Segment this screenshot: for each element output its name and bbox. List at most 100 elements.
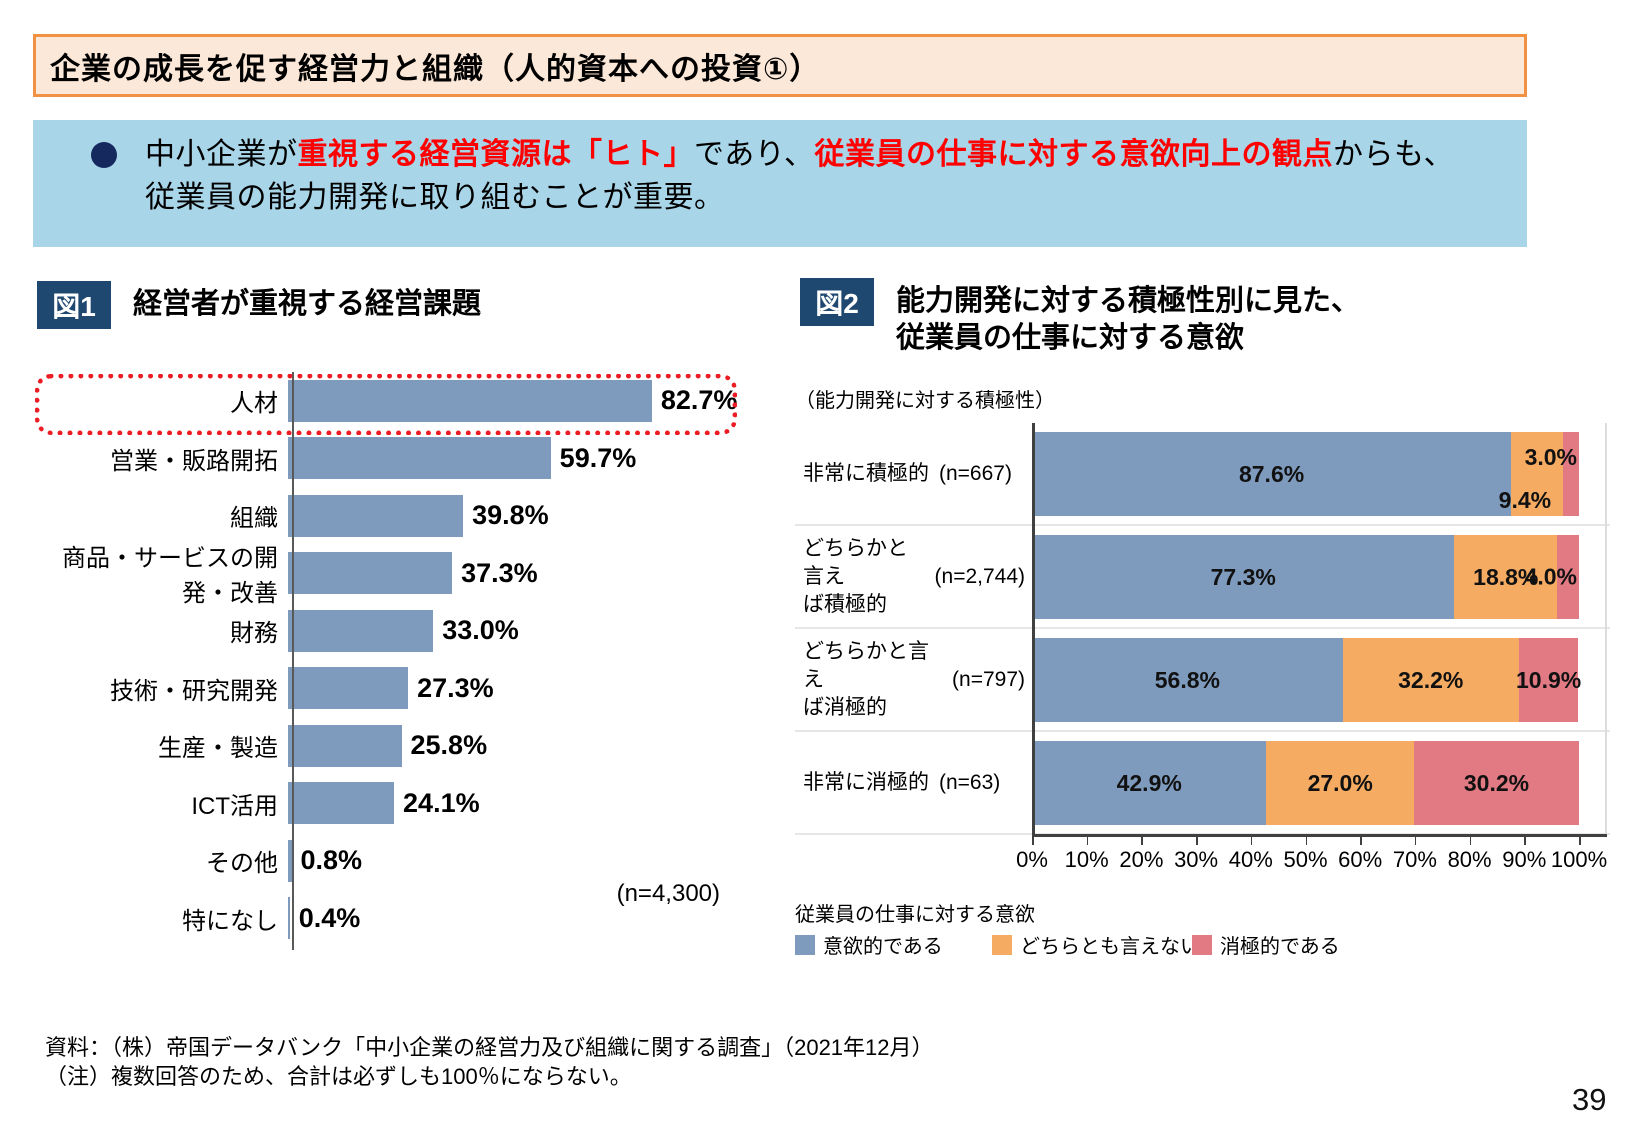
fig1-sample-size: (n=4,300) (616, 880, 720, 907)
fig2-tick-label: 100% (1550, 847, 1608, 872)
fig2-plot-right-border (1605, 423, 1607, 834)
fig2-bar-segment: 87.6% (1032, 432, 1512, 516)
legend-swatch-icon (795, 934, 815, 955)
fig1-bar (288, 379, 652, 422)
summary-line-1: 中小企業が重視する経営資源は「ヒト」であり、従業員の仕事に対する意欲向上の観点か… (145, 133, 1454, 176)
fig2-bar-segment (1562, 432, 1579, 516)
fig1-value-label: 27.3% (417, 672, 494, 703)
fig2-badge: 図2 (800, 278, 874, 326)
fig2-bar-row: どちらかと言え ば積極的 (n=2,744) 77.3% 18.8% 4.0% (795, 526, 1610, 629)
fig2-legend-item: 意欲的である (795, 930, 943, 959)
source-note: 資料：（株）帝国データバンク「中小企業の経営力及び組織に関する調査」（2021年… (45, 1035, 934, 1060)
fig2-category-cell: どちらかと言え ば消極的 (n=797) (795, 629, 1025, 730)
fig2-legend-label: どちらとも言えない (1020, 936, 1200, 958)
fig2-tick-mark (1141, 837, 1143, 845)
fig2-segment-value-label: 30.2% (1463, 769, 1530, 796)
summary-text-plain: であり、 (694, 138, 815, 171)
fig2-title-line-2: 従業員の仕事に対する意欲 (896, 322, 1245, 354)
fig2-tick-label: 10% (1064, 847, 1109, 872)
fig1-value-label: 25.8% (410, 730, 488, 761)
fig2-tick-mark (1305, 837, 1307, 845)
fig2-tick-label: 20% (1119, 847, 1164, 872)
fig2-category-label: 非常に消極的 (803, 770, 929, 794)
fig1-category-label: 組織 (230, 505, 278, 533)
page-title-text: 企業の成長を促す経営力と組織（人的資本への投資①） (50, 52, 821, 86)
fig2-tick-mark (1196, 837, 1198, 845)
fig2-stacked-bar: 42.9% 27.0% 30.2% (1032, 741, 1579, 825)
fig2-bar-row: 非常に消極的 (n=63) 42.9% 27.0% 30.2% (795, 732, 1610, 835)
fig1-value-label: 24.1% (403, 787, 480, 818)
fig2-segment-value-label: 42.9% (1116, 769, 1182, 796)
fig1-badge: 図1 (37, 281, 111, 329)
fig2-category-cell: 非常に積極的 (n=667) (795, 423, 1025, 524)
fig2-tick-mark (1469, 837, 1472, 845)
fig1-value-label: 39.8% (472, 500, 549, 531)
fig1-bar (288, 724, 402, 767)
fig2-stacked-bar-chart: 非常に積極的 (n=667) 87.6% 9.4% 3.0% どちらかと言え ば積極的 (n… (795, 423, 1610, 872)
fig1-bar-row: 技術・研究開発 27.3% (33, 660, 748, 718)
fig1-value-label: 0.4% (298, 902, 361, 933)
fig1-title: 経営者が重視する経営課題 (133, 288, 482, 320)
fig2-sample-size: (n=63) (939, 770, 1001, 794)
summary-text: 中小企業が重視する経営資源は「ヒト」であり、従業員の仕事に対する意欲向上の観点か… (145, 120, 1454, 247)
fig2-bar-rows: 非常に積極的 (n=667) 87.6% 9.4% 3.0% どちらかと言え ば積極的 (n… (795, 423, 1610, 835)
fig2-segment-value-label: 3.0% (1524, 444, 1577, 470)
fig2-segment-value-label: 18.8% (1473, 563, 1539, 590)
footer: 資料：（株）帝国データバンク「中小企業の経営力及び組織に関する調査」（2021年… (45, 1033, 934, 1091)
fig2-bar-row: 非常に積極的 (n=667) 87.6% 9.4% 3.0% (795, 423, 1610, 526)
page-title: 企業の成長を促す経営力と組織（人的資本への投資①） (33, 34, 1527, 97)
fig1-bar (288, 897, 290, 940)
fig1-bar (288, 552, 453, 595)
fig1-category-label: 営業・販路開拓 (110, 447, 278, 475)
fig1-category-label: 商品・サービスの開発・改善 (62, 545, 278, 608)
fig1-category-label: 技術・研究開発 (110, 677, 278, 705)
summary-text-emphasis: 重視する経営資源は「ヒト」 (297, 138, 694, 171)
fig1-bar-row: その他 0.8% (33, 832, 748, 890)
fig2-stacked-bar: 56.8% 32.2% 10.9% (1032, 638, 1582, 722)
fig1-value-label: 33.0% (442, 615, 519, 646)
fig1-bar (288, 667, 409, 710)
fig1-bar-row: 生産・製造 25.8% (33, 717, 748, 775)
fig2-bar-segment: 77.3% (1032, 535, 1455, 619)
fig1-bar-rows: 人材 82.7% 営業・販路開拓 59.7% 組織 39.8% 商品・サービスの開発・改善 3… (33, 372, 748, 947)
summary-text-plain: 中小企業が (145, 138, 298, 171)
fig1-header: 図1 経営者が重視する経営課題 (37, 281, 481, 329)
fig2-axis-note: （能力開発に対する積極性） (795, 390, 1055, 412)
fig2-category-label: 非常に積極的 (803, 461, 929, 485)
fig1-bar (288, 609, 434, 652)
fig2-legend-item: 消極的である (1192, 930, 1340, 959)
fig1-bar-row: 商品・サービスの開発・改善 37.3% (33, 545, 748, 607)
fig1-bar-row: 人材 82.7% (33, 372, 748, 430)
fig2-bar-segment: 30.2% (1413, 741, 1579, 825)
fig2-segment-value-label: 27.0% (1307, 769, 1373, 796)
fig2-tick-label: 70% (1392, 847, 1437, 872)
fig1-value-label: 59.7% (559, 442, 637, 473)
fig1-category-label: 財務 (230, 620, 278, 648)
fig2-category-label: どちらかと言え ば積極的 (803, 536, 908, 616)
fig2-stacked-bar: 77.3% 18.8% 4.0% (1032, 535, 1580, 619)
fig2-sample-size: (n=667) (939, 461, 1012, 485)
fig2-category-cell: 非常に消極的 (n=63) (795, 732, 1025, 833)
fig1-category-label: 人材 (230, 390, 278, 418)
fig2-segment-value-label: 10.9% (1516, 666, 1582, 693)
fig1-bar-row: 営業・販路開拓 59.7% (33, 430, 748, 488)
summary-line-2: 従業員の能力開発に取り組むことが重要。 (145, 181, 725, 214)
fig2-bar-segment: 9.4% (1499, 432, 1563, 516)
fig1-value-label: 37.3% (461, 557, 538, 588)
fig2-tick-mark (1250, 837, 1253, 845)
fig1-value-label: 82.7% (660, 385, 738, 416)
fig2-bar-segment: 32.2% (1342, 638, 1519, 722)
fig2-legend: 意欲的である どちらとも言えない 消極的である (795, 930, 1495, 958)
fig1-category-label: 生産・製造 (158, 735, 278, 763)
fig1-bar-row: 組織 39.8% (33, 487, 748, 545)
fig2-segment-value-label: 32.2% (1398, 666, 1464, 693)
fig2-tick-label: 60% (1338, 847, 1383, 872)
fig1-bar (288, 839, 292, 882)
fig1-bar-row: ICT活用 24.1% (33, 775, 748, 833)
fig2-segment-value-label: 9.4% (1498, 486, 1552, 513)
fig1-bar (288, 437, 551, 480)
fig1-bar (288, 782, 395, 825)
fig1-category-label: 特になし (182, 907, 278, 935)
fig2-bar-segment: 42.9% (1032, 741, 1267, 825)
fig2-bar-segment: 10.9% (1516, 638, 1582, 722)
